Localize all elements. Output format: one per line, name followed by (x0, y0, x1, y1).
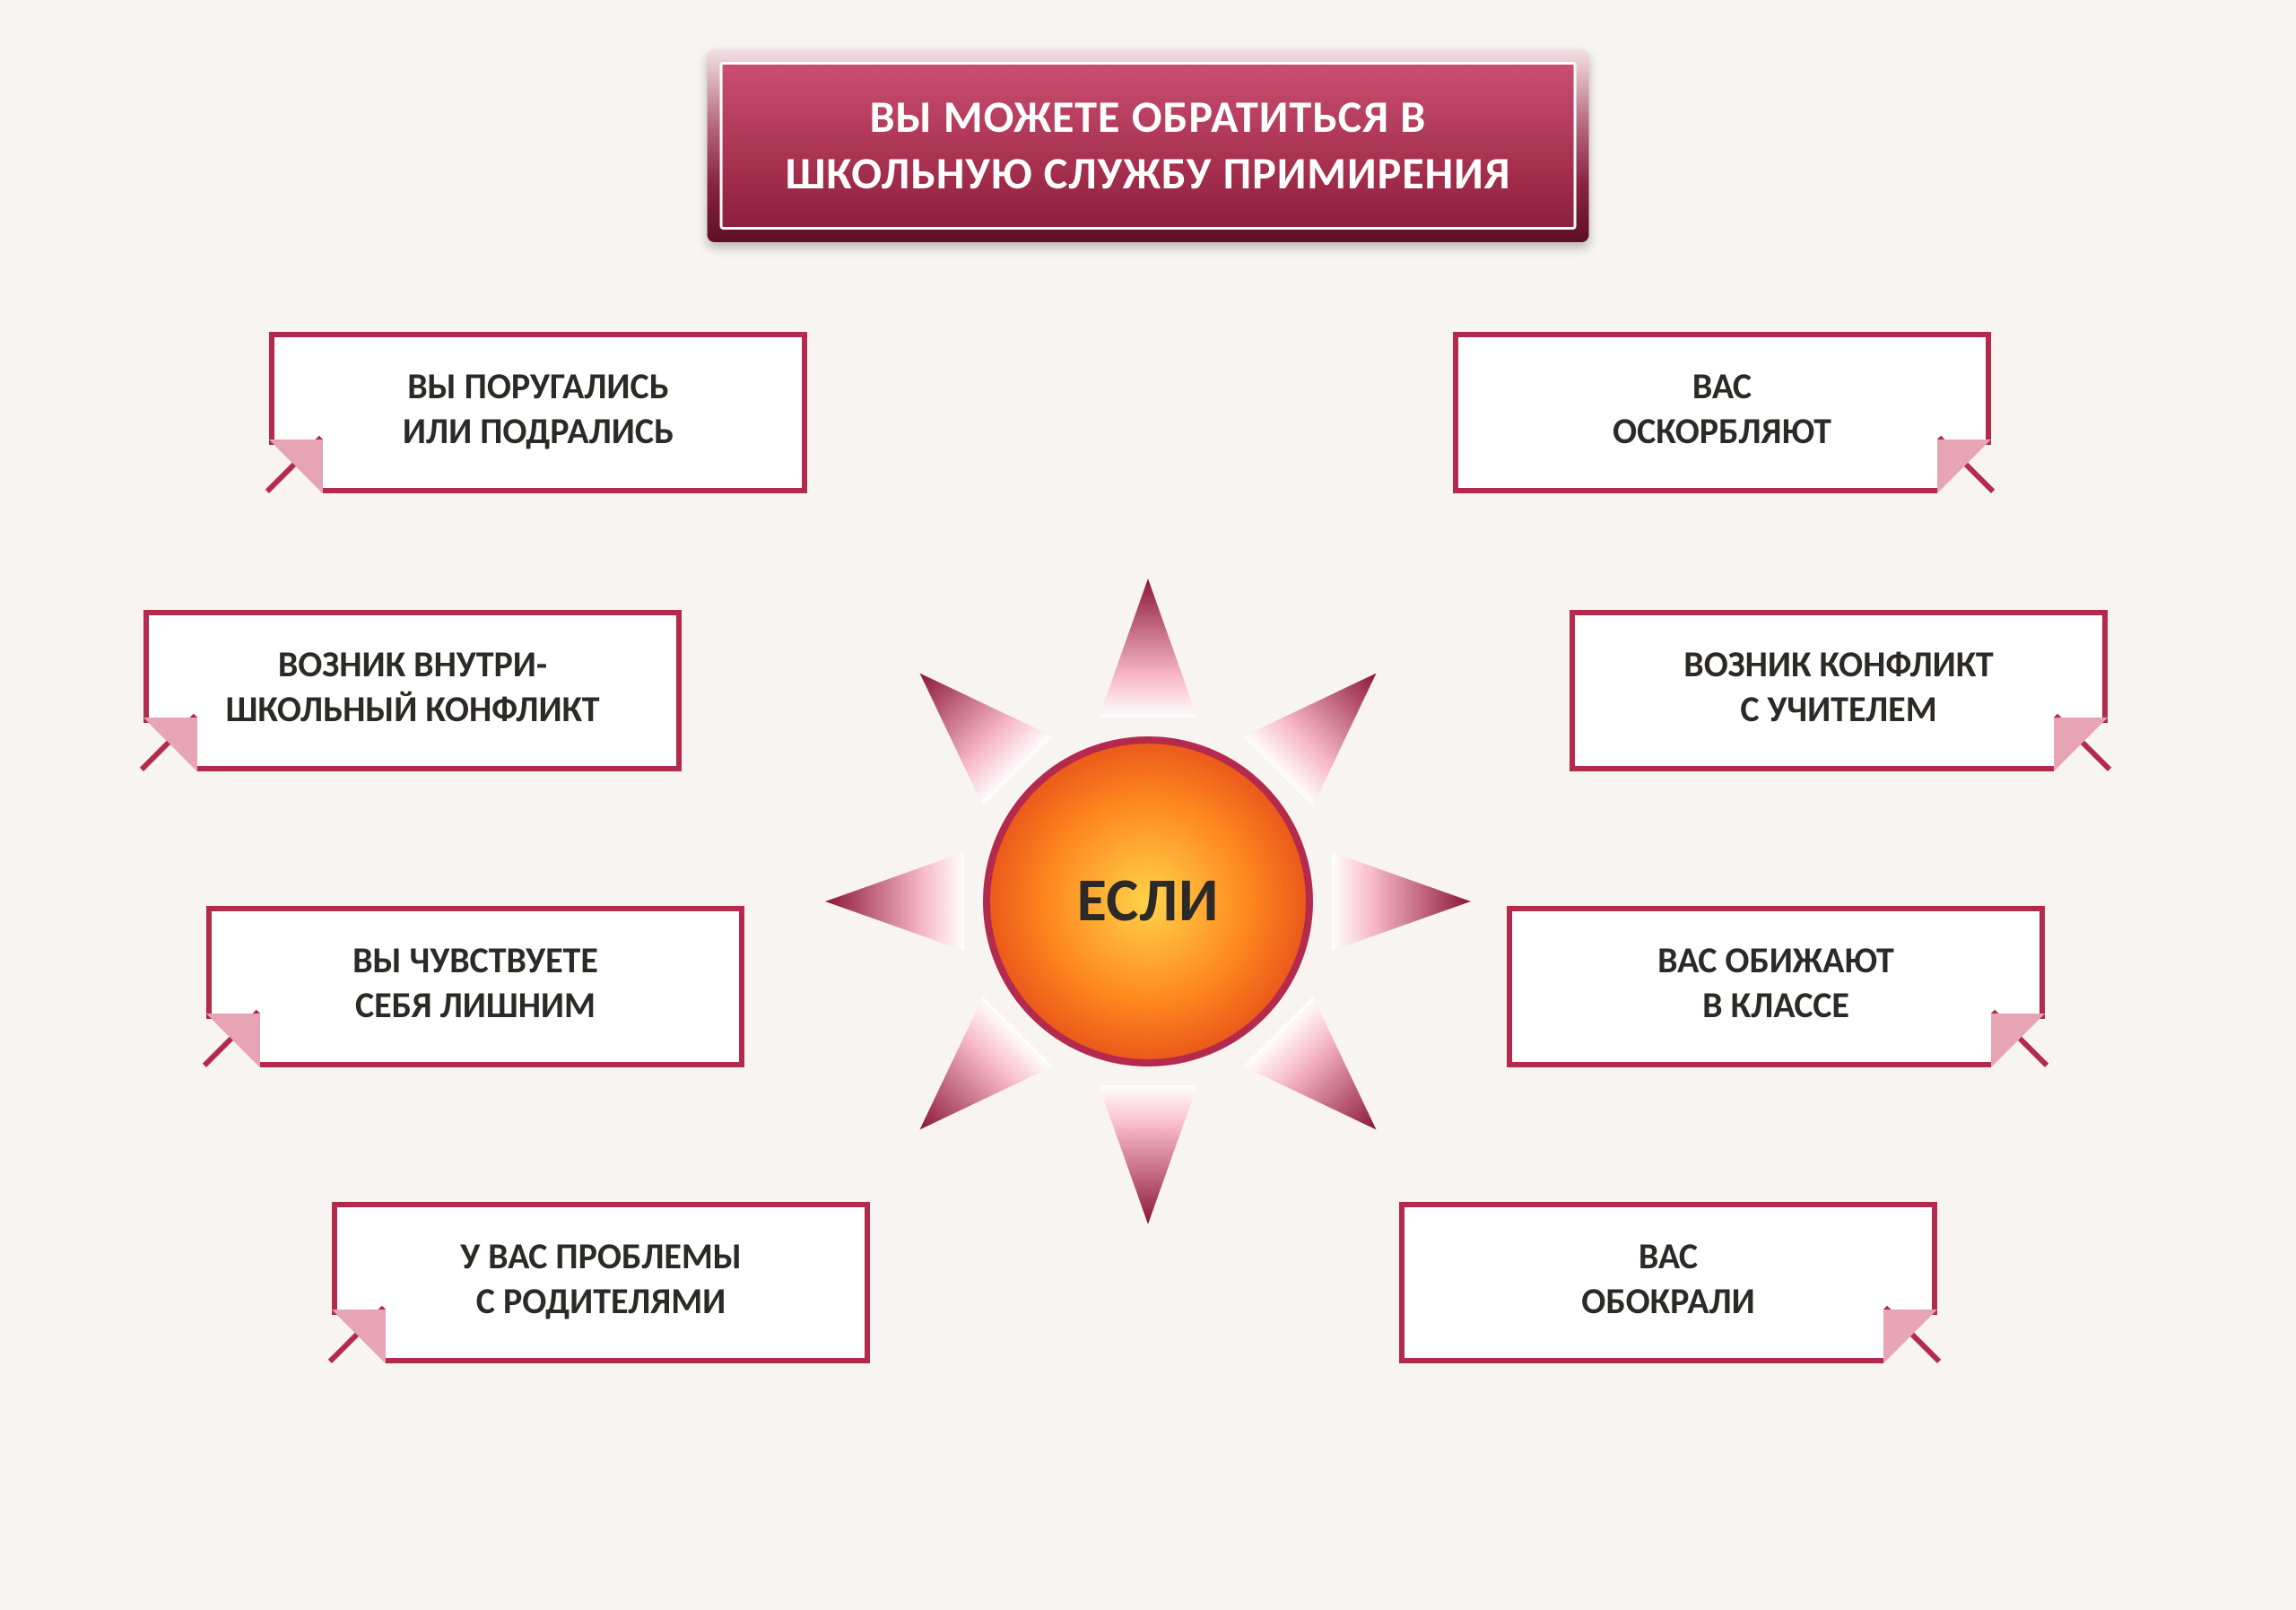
box-school-conf-text: ВОЗНИК ВНУТРИ- ШКОЛЬНЫЙ КОНФЛИКТ (225, 642, 599, 732)
page-curl-icon (269, 439, 323, 493)
page-curl-icon (206, 1014, 260, 1067)
box-teacher-text: ВОЗНИК КОНФЛИКТ С УЧИТЕЛЕМ (1683, 642, 1993, 732)
box-robbed-text: ВАС ОБОКРАЛИ (1581, 1234, 1754, 1324)
box-fight-text: ВЫ ПОРУГАЛИСЬ ИЛИ ПОДРАЛИСЬ (403, 364, 674, 454)
sun-graphic: ЕСЛИ (807, 561, 1489, 1242)
box-insult-text: ВАС ОСКОРБЛЯЮТ (1613, 364, 1831, 454)
infographic-page: ВЫ МОЖЕТЕ ОБРАТИТЬСЯ В ШКОЛЬНУЮ СЛУЖБУ П… (0, 0, 2296, 1610)
title-frame: ВЫ МОЖЕТЕ ОБРАТИТЬСЯ В ШКОЛЬНУЮ СЛУЖБУ П… (708, 49, 1589, 242)
page-curl-icon (1937, 439, 1991, 493)
page-curl-icon (1991, 1014, 2045, 1067)
sun-svg (807, 561, 1489, 1242)
title-banner: ВЫ МОЖЕТЕ ОБРАТИТЬСЯ В ШКОЛЬНУЮ СЛУЖБУ П… (708, 49, 1589, 242)
box-lonely: ВЫ ЧУВСТВУЕТЕ СЕБЯ ЛИШНИМ (206, 906, 744, 1067)
box-fight: ВЫ ПОРУГАЛИСЬ ИЛИ ПОДРАЛИСЬ (269, 332, 807, 493)
box-insult: ВАС ОСКОРБЛЯЮТ (1453, 332, 1991, 493)
box-bullied: ВАС ОБИЖАЮТ В КЛАССЕ (1507, 906, 2045, 1067)
box-school-conf: ВОЗНИК ВНУТРИ- ШКОЛЬНЫЙ КОНФЛИКТ (144, 610, 682, 771)
box-lonely-text: ВЫ ЧУВСТВУЕТЕ СЕБЯ ЛИШНИМ (352, 938, 598, 1028)
box-robbed: ВАС ОБОКРАЛИ (1399, 1202, 1937, 1363)
box-parents-text: У ВАС ПРОБЛЕМЫ С РОДИТЕЛЯМИ (460, 1234, 742, 1324)
box-teacher: ВОЗНИК КОНФЛИКТ С УЧИТЕЛЕМ (1570, 610, 2108, 771)
page-curl-icon (2054, 718, 2108, 771)
title-text: ВЫ МОЖЕТЕ ОБРАТИТЬСЯ В ШКОЛЬНУЮ СЛУЖБУ П… (720, 62, 1577, 230)
page-curl-icon (332, 1310, 386, 1363)
page-curl-icon (1883, 1310, 1937, 1363)
box-bullied-text: ВАС ОБИЖАЮТ В КЛАССЕ (1657, 938, 1894, 1028)
page-curl-icon (144, 718, 197, 771)
box-parents: У ВАС ПРОБЛЕМЫ С РОДИТЕЛЯМИ (332, 1202, 870, 1363)
sun-label: ЕСЛИ (1077, 863, 1220, 937)
